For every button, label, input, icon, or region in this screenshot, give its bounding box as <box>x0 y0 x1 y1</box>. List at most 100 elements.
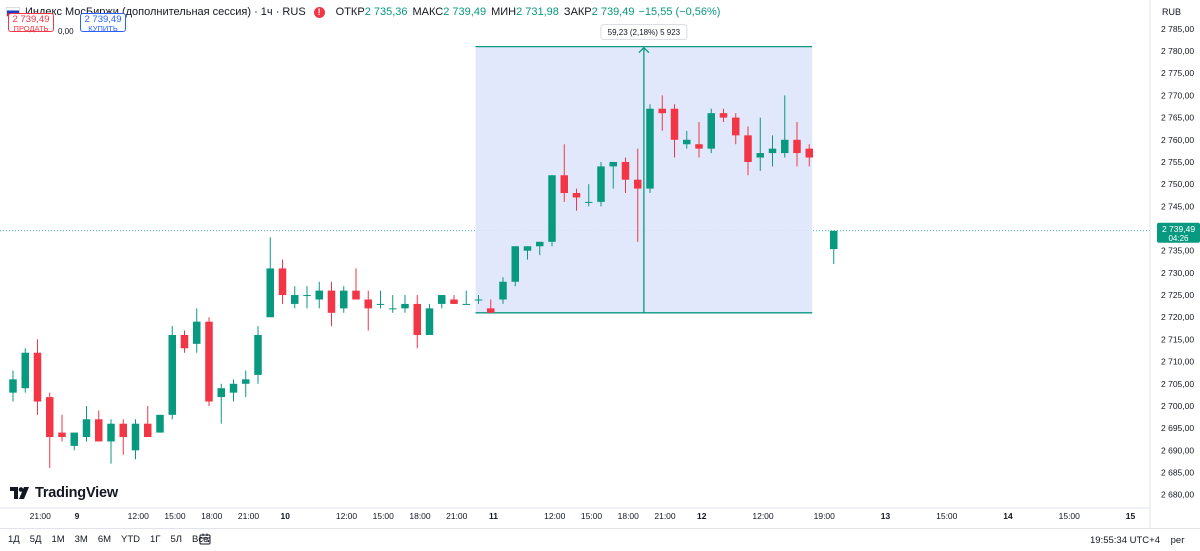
price-tick-label: 2 690,00 <box>1161 445 1194 455</box>
measure-label-box <box>600 24 688 41</box>
ohlc-low-value: 2 731,98 <box>516 6 559 18</box>
candle <box>58 414 66 442</box>
candle <box>756 117 764 171</box>
time-tick-label: 12:00 <box>544 511 566 521</box>
range-3m[interactable]: 3М <box>74 534 88 545</box>
clock-time[interactable]: 19:55:34 UTC+4 <box>1090 535 1160 546</box>
time-tick-label: 21:00 <box>654 511 676 521</box>
candle-body <box>266 268 274 318</box>
candle-body <box>634 179 642 189</box>
time-tick-label: 18:00 <box>618 511 640 521</box>
candle <box>646 104 654 194</box>
time-tick-label: 14 <box>1003 511 1013 521</box>
candle-body <box>340 290 348 309</box>
time-tick-label: 18:00 <box>409 511 431 521</box>
candle <box>474 295 483 304</box>
candle <box>291 286 299 309</box>
candle-body <box>560 175 568 194</box>
measure-label: 59,23 (2,18%) 5 923 <box>608 28 681 37</box>
candle-body <box>707 113 715 149</box>
ohlc-values: ОТКР 2 735,36 МАКС 2 739,49 МИН 2 731,98 ЗА… <box>331 6 721 18</box>
tradingview-logo[interactable]: TradingView <box>10 485 118 501</box>
sell-button[interactable]: 2 739,49 ПРОДАТЬ <box>8 12 54 33</box>
symbol-title[interactable]: Индекс МосБиржи (дополнительная сессия) … <box>25 6 306 18</box>
candle-body <box>487 308 495 313</box>
candle <box>401 295 409 313</box>
range-6m[interactable]: 6М <box>97 534 112 545</box>
measure-arrow-head <box>638 46 650 54</box>
calendar-range-icon[interactable] <box>199 533 211 545</box>
price-tick-label: 2 755,00 <box>1161 157 1194 167</box>
time-tick-label: 9 <box>75 511 80 521</box>
candle-body <box>315 290 323 300</box>
candle <box>119 419 127 455</box>
price-tick-label: 2 775,00 <box>1161 68 1194 78</box>
clock[interactable]: 19:55:34 UTC+4 рег <box>1090 535 1185 546</box>
candle-body <box>805 148 813 158</box>
candle <box>634 148 642 242</box>
candle <box>352 268 360 300</box>
session-label[interactable]: рег <box>1170 535 1185 546</box>
time-tick-label: 15 <box>1126 511 1136 521</box>
candle <box>585 184 593 207</box>
tradingview-logo-icon <box>10 487 29 499</box>
candle-body <box>646 108 654 189</box>
candle-body <box>131 423 140 451</box>
time-tick-label: 18:00 <box>201 511 223 521</box>
currency-label[interactable]: RUB <box>1162 7 1182 17</box>
buy-label: КУПИТЬ <box>88 23 118 33</box>
candle-body <box>21 352 29 389</box>
time-tick-label: 12 <box>697 511 707 521</box>
bottom-toolbar: 1Д 5Д 1М 3М 6М YTD 1Г 5Л Все 19:55:34 UT… <box>0 528 1200 551</box>
sell-price: 2 739,49 <box>12 13 50 25</box>
price-tick-label: 2 765,00 <box>1161 113 1194 123</box>
candle <box>450 295 458 304</box>
candle-body <box>756 153 764 158</box>
last-price-countdown: 04:26 <box>1168 234 1189 243</box>
candle-body <box>683 139 691 145</box>
measure-tool[interactable]: 59,23 (2,18%) 5 923 <box>475 24 813 314</box>
price-tick-label: 2 780,00 <box>1161 46 1194 56</box>
range-ytd[interactable]: YTD <box>121 534 141 545</box>
time-scale[interactable]: 21:00 9 12:00 15:00 18:00 21:00 10 12:00 15:00 18… <box>0 507 1150 521</box>
candle <box>217 383 225 424</box>
candle-body <box>107 423 115 442</box>
price-scale[interactable]: 2 680,00 2 685,00 2 690,00 2 695,00 2 700,00… <box>1149 0 1200 528</box>
candle <box>144 405 152 438</box>
candle-body <box>536 241 544 247</box>
candle <box>670 104 679 158</box>
range-1m[interactable]: 1М <box>51 534 65 545</box>
range-1d[interactable]: 1Д <box>8 534 20 545</box>
range-5y[interactable]: 5Л <box>170 534 183 545</box>
price-tick-label: 2 785,00 <box>1161 24 1194 34</box>
candle-body <box>82 419 91 438</box>
candle <box>82 405 91 442</box>
candle-body <box>462 303 470 305</box>
price-tick-label: 2 685,00 <box>1161 468 1194 478</box>
candle-body <box>291 295 299 304</box>
time-tick-label: 12:00 <box>336 511 358 521</box>
candle <box>621 157 630 194</box>
tradingview-logo-text: TradingView <box>35 485 118 501</box>
candle-body <box>193 321 201 344</box>
candle-body <box>450 299 458 304</box>
range-5d[interactable]: 5Д <box>29 534 42 545</box>
candle-body <box>205 321 213 402</box>
candle <box>523 246 532 260</box>
candle <box>266 237 274 318</box>
candle <box>70 432 78 451</box>
time-tick-label: 21:00 <box>30 511 52 521</box>
sell-label: ПРОДАТЬ <box>13 23 49 33</box>
alert-icon[interactable]: ! <box>313 6 325 18</box>
time-tick-label: 19:00 <box>814 511 836 521</box>
candle <box>413 295 421 349</box>
buy-button[interactable]: 2 739,49 КУПИТЬ <box>80 12 126 33</box>
candle-body <box>229 383 238 393</box>
buy-price: 2 739,49 <box>84 13 122 25</box>
candle <box>242 370 250 398</box>
candle <box>168 326 176 420</box>
price-tick-label: 2 725,00 <box>1161 290 1194 300</box>
range-1y[interactable]: 1Г <box>150 534 161 545</box>
last-price-badge[interactable] <box>1157 222 1200 243</box>
